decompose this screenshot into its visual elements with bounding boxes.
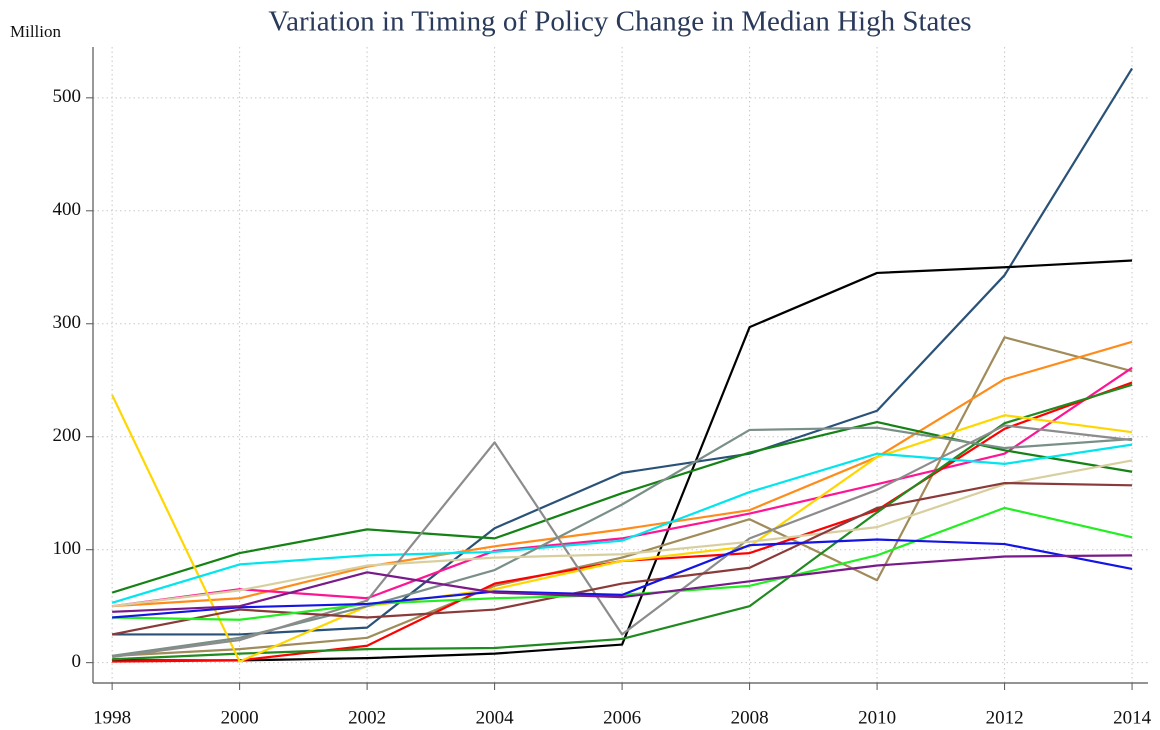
chart-title: Variation in Timing of Policy Change in …	[268, 6, 971, 38]
series-line	[112, 67, 1133, 636]
x-tick-label: 2006	[603, 707, 641, 728]
x-tick-label: 2012	[986, 707, 1024, 728]
series-line	[112, 336, 1133, 657]
y-tick-label: 500	[53, 86, 82, 107]
x-tick-label: 2000	[221, 707, 259, 728]
series-line	[112, 383, 1133, 661]
x-tick-label: 2002	[348, 707, 386, 728]
series-line	[111, 394, 1133, 663]
y-tick-label: 400	[53, 199, 82, 220]
y-tick-label: 200	[53, 425, 82, 446]
x-tick-label: 1998	[93, 707, 131, 728]
series-line	[111, 424, 1133, 659]
series-line	[112, 538, 1133, 619]
series-line	[111, 366, 1133, 608]
series-line	[111, 443, 1133, 604]
x-tick-label: 2010	[858, 707, 896, 728]
series-line	[112, 340, 1133, 608]
x-tick-label: 2014	[1113, 707, 1152, 728]
y-tick-label: 100	[53, 538, 82, 559]
y-tick-label: 0	[72, 651, 82, 672]
y-axis-label: Million	[10, 22, 62, 41]
series-line	[111, 481, 1133, 636]
series-line	[112, 554, 1133, 613]
x-tick-label: 2004	[476, 707, 515, 728]
series-line	[111, 459, 1133, 608]
x-tick-label: 2008	[731, 707, 769, 728]
series-line	[112, 259, 1133, 662]
y-tick-label: 300	[53, 312, 82, 333]
